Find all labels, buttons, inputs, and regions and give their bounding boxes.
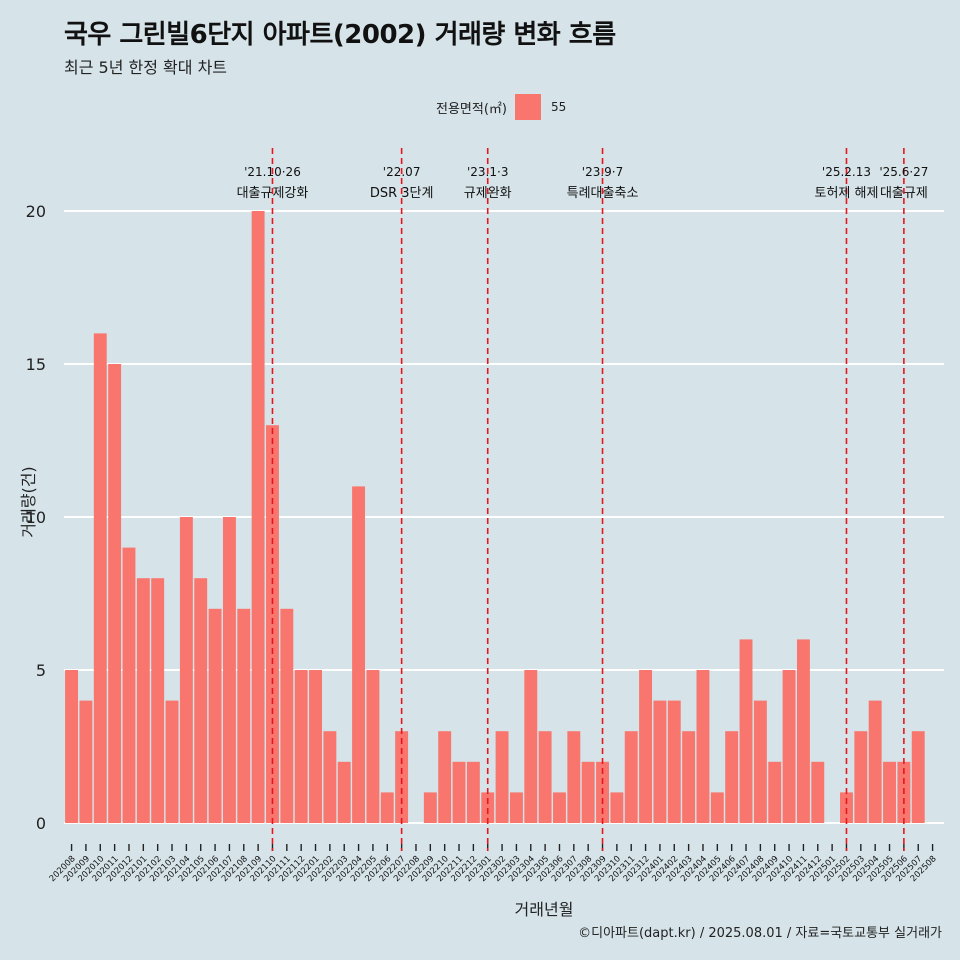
event-text-label: 토허제 해제 (815, 186, 879, 201)
chart-subtitle: 최근 5년 한정 확대 차트 (64, 58, 228, 77)
bar (395, 731, 409, 823)
bar (811, 761, 825, 823)
bar (179, 517, 193, 823)
bar (108, 364, 122, 823)
y-tick-label: 0 (36, 814, 46, 833)
legend: 전용면적(㎡) 55 (436, 94, 566, 120)
bar (266, 425, 279, 823)
bar (796, 639, 810, 823)
bar (79, 700, 93, 823)
event-text-label: 대출규제강화 (237, 186, 309, 201)
legend-title: 전용면적(㎡) (436, 101, 507, 117)
source-caption: ©디아파트(dapt.kr) / 2025.08.01 / 자료=국토교통부 실… (578, 926, 942, 941)
bar (366, 670, 380, 823)
bar (753, 700, 767, 823)
event-date-label: '23.9·7 (582, 165, 623, 179)
event-date-label: '22.07 (383, 165, 421, 179)
legend-swatch (514, 94, 541, 120)
bar (639, 670, 653, 823)
bar (136, 578, 150, 823)
bar (725, 731, 739, 823)
y-tick-label: 15 (26, 355, 46, 374)
bar (696, 670, 710, 823)
bar (610, 792, 624, 823)
bar (423, 792, 437, 823)
bar (739, 639, 753, 823)
bar (165, 700, 179, 823)
bar (710, 792, 724, 823)
bar (280, 608, 294, 823)
bar (481, 792, 495, 823)
bar (438, 731, 452, 823)
bar (122, 547, 136, 823)
bar (883, 761, 896, 823)
bar (323, 731, 337, 823)
y-tick-label: 5 (36, 661, 46, 680)
legend-label: 55 (550, 100, 567, 114)
y-tick-label: 10 (26, 508, 46, 527)
bar (93, 333, 107, 823)
event-date-label: '23.1·3 (467, 165, 508, 179)
bar (509, 792, 523, 823)
bar (868, 700, 882, 823)
y-axis-title: 거래량(건) (19, 466, 38, 537)
chart-title: 국우 그린빌6단지 아파트(2002) 거래량 변화 흐름 (64, 20, 616, 50)
bar (624, 731, 638, 823)
bar (581, 761, 595, 823)
bar (337, 761, 351, 823)
event-date-label: '21.10·26 (244, 165, 301, 179)
bar (524, 670, 538, 823)
x-axis-title: 거래년월 (515, 900, 574, 919)
event-text-label: DSR 3단계 (370, 186, 434, 201)
event-text-label: 규제완화 (464, 186, 512, 201)
bar (682, 731, 696, 823)
bar (495, 731, 509, 823)
bar (782, 670, 796, 823)
y-tick-label: 20 (26, 202, 46, 221)
bar (65, 670, 79, 823)
bar (294, 670, 308, 823)
bar (251, 211, 265, 823)
bar (222, 517, 236, 823)
bar (854, 731, 868, 823)
bar (452, 761, 466, 823)
bar (151, 578, 165, 823)
bar (208, 608, 222, 823)
bar (380, 792, 394, 823)
event-date-label: '25.2.13 (822, 165, 871, 179)
bar (553, 792, 566, 823)
bar (352, 486, 366, 823)
event-date-label: '25.6·27 (879, 165, 928, 179)
bar (768, 761, 782, 823)
event-text-label: 특례대출축소 (567, 186, 639, 201)
bar (309, 670, 322, 823)
bar (911, 731, 925, 823)
bar (538, 731, 552, 823)
bar (466, 761, 480, 823)
bar (237, 608, 251, 823)
bar (194, 578, 208, 823)
event-text-label: 대출규제 (880, 186, 928, 201)
bar (667, 700, 681, 823)
bar (840, 792, 853, 823)
bar (567, 731, 581, 823)
bar (653, 700, 667, 823)
